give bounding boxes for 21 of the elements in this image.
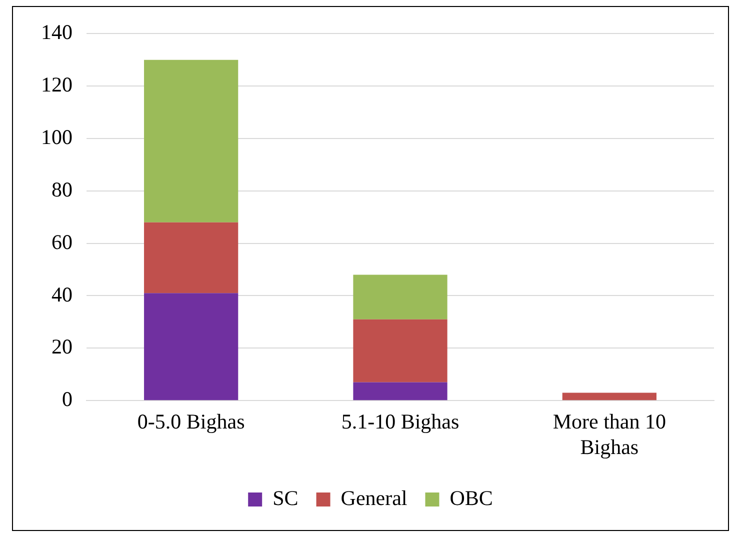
legend-label: OBC — [450, 486, 493, 510]
y-tick-label: 40 — [52, 282, 72, 306]
legend-label: SC — [272, 486, 298, 510]
bar — [144, 293, 238, 400]
bar — [144, 60, 238, 222]
bar — [144, 222, 238, 294]
y-tick-label: 60 — [52, 230, 72, 254]
bar — [353, 274, 448, 320]
bar — [353, 382, 448, 400]
x-tick-label: More than 10 Bighas — [552, 410, 666, 459]
y-tick-label: 140 — [41, 20, 72, 44]
legend-label: General — [340, 486, 408, 510]
bar — [562, 392, 656, 400]
y-tick-label: 100 — [41, 124, 72, 149]
bar — [353, 319, 448, 382]
y-tick-label: 0 — [62, 387, 72, 412]
x-tick-label: 0-5.0 Bighas — [137, 410, 245, 434]
y-tick-label: 20 — [52, 334, 72, 359]
y-tick-label: 120 — [41, 72, 72, 97]
y-tick-label: 80 — [52, 177, 72, 202]
x-tick-label: 5.1-10 Bighas — [341, 410, 460, 434]
